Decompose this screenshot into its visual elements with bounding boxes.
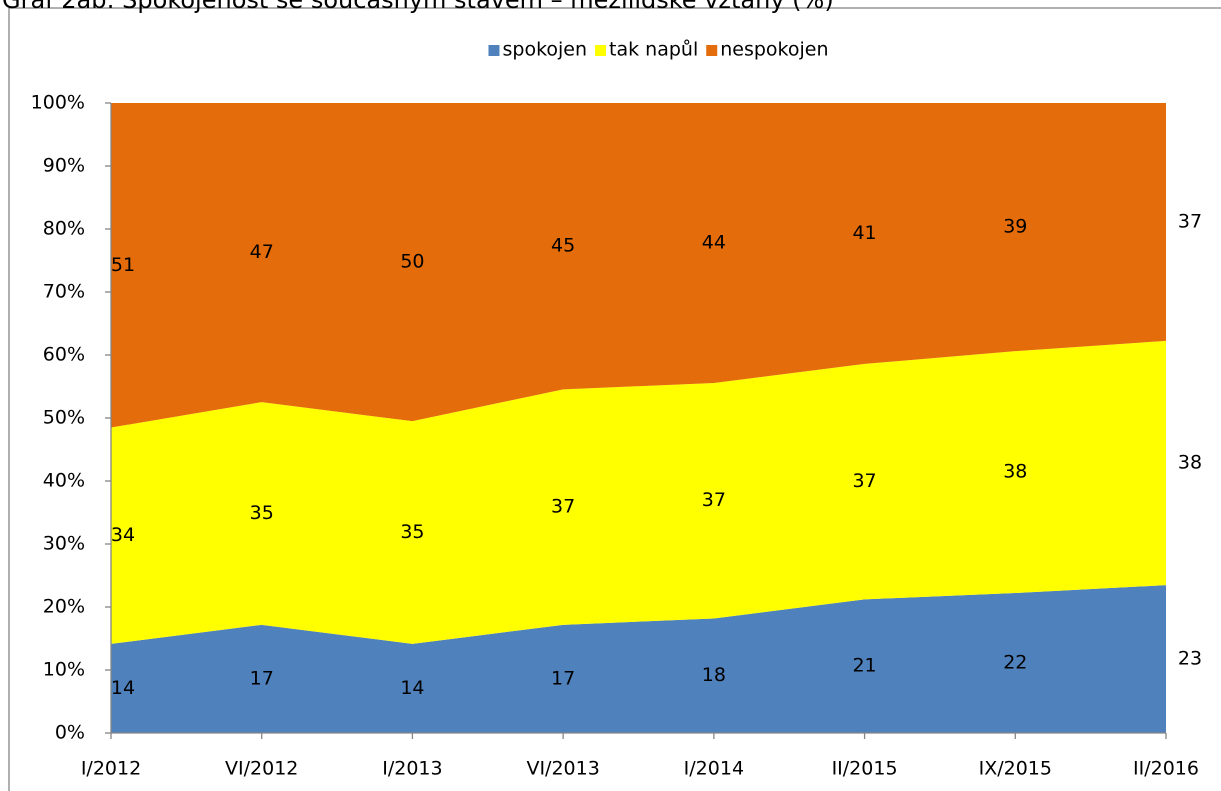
data-label: 17 <box>551 667 575 689</box>
data-label: 35 <box>400 521 424 543</box>
data-label: 37 <box>1178 210 1202 232</box>
legend-swatch <box>488 45 500 56</box>
legend-label: nespokojen <box>720 39 828 61</box>
data-label: 34 <box>111 524 135 546</box>
legend-label: tak napůl <box>609 39 698 61</box>
y-tick-label: 10% <box>43 659 85 681</box>
data-label: 35 <box>250 502 274 524</box>
data-label: 44 <box>702 232 726 254</box>
chart-title: Graf 2ab: Spokojenost se současným stave… <box>2 0 834 14</box>
legend-label: spokojen <box>502 39 587 61</box>
y-tick-label: 70% <box>43 281 85 303</box>
data-label: 38 <box>1178 452 1202 474</box>
data-label: 37 <box>702 489 726 511</box>
legend-swatch <box>595 45 607 56</box>
x-tick-label: I/2012 <box>81 758 141 780</box>
y-tick-label: 50% <box>43 407 85 429</box>
y-tick-label: 0% <box>55 722 85 744</box>
y-tick-label: 80% <box>43 218 85 240</box>
x-tick-label: VI/2012 <box>225 758 298 780</box>
data-label: 14 <box>111 677 135 699</box>
data-label: 37 <box>551 496 575 518</box>
x-tick-label: II/2016 <box>1133 758 1199 780</box>
data-label: 51 <box>111 254 135 276</box>
y-tick-label: 60% <box>43 344 85 366</box>
data-label: 47 <box>250 241 274 263</box>
legend-swatch <box>706 45 718 56</box>
data-label: 37 <box>852 470 876 492</box>
x-tick-label: IX/2015 <box>979 758 1052 780</box>
x-tick-label: I/2014 <box>684 758 744 780</box>
x-tick-label: VI/2013 <box>526 758 599 780</box>
data-label: 14 <box>400 677 424 699</box>
data-label: 41 <box>852 222 876 244</box>
data-label: 22 <box>1003 652 1027 674</box>
x-tick-label: I/2013 <box>382 758 442 780</box>
y-tick-label: 90% <box>43 155 85 177</box>
data-label: 50 <box>400 251 424 273</box>
data-label: 38 <box>1003 461 1027 483</box>
data-label: 45 <box>551 235 575 257</box>
y-tick-label: 40% <box>43 470 85 492</box>
area-series <box>111 585 1166 733</box>
area-series <box>111 340 1166 644</box>
x-tick-label: II/2015 <box>832 758 898 780</box>
data-label: 21 <box>852 655 876 677</box>
data-label: 18 <box>702 664 726 686</box>
data-label: 17 <box>250 667 274 689</box>
y-tick-label: 30% <box>43 533 85 555</box>
area-series <box>111 103 1166 428</box>
data-label: 39 <box>1003 216 1027 238</box>
y-tick-label: 20% <box>43 596 85 618</box>
y-tick-label: 100% <box>31 92 85 114</box>
data-label: 23 <box>1178 648 1202 670</box>
